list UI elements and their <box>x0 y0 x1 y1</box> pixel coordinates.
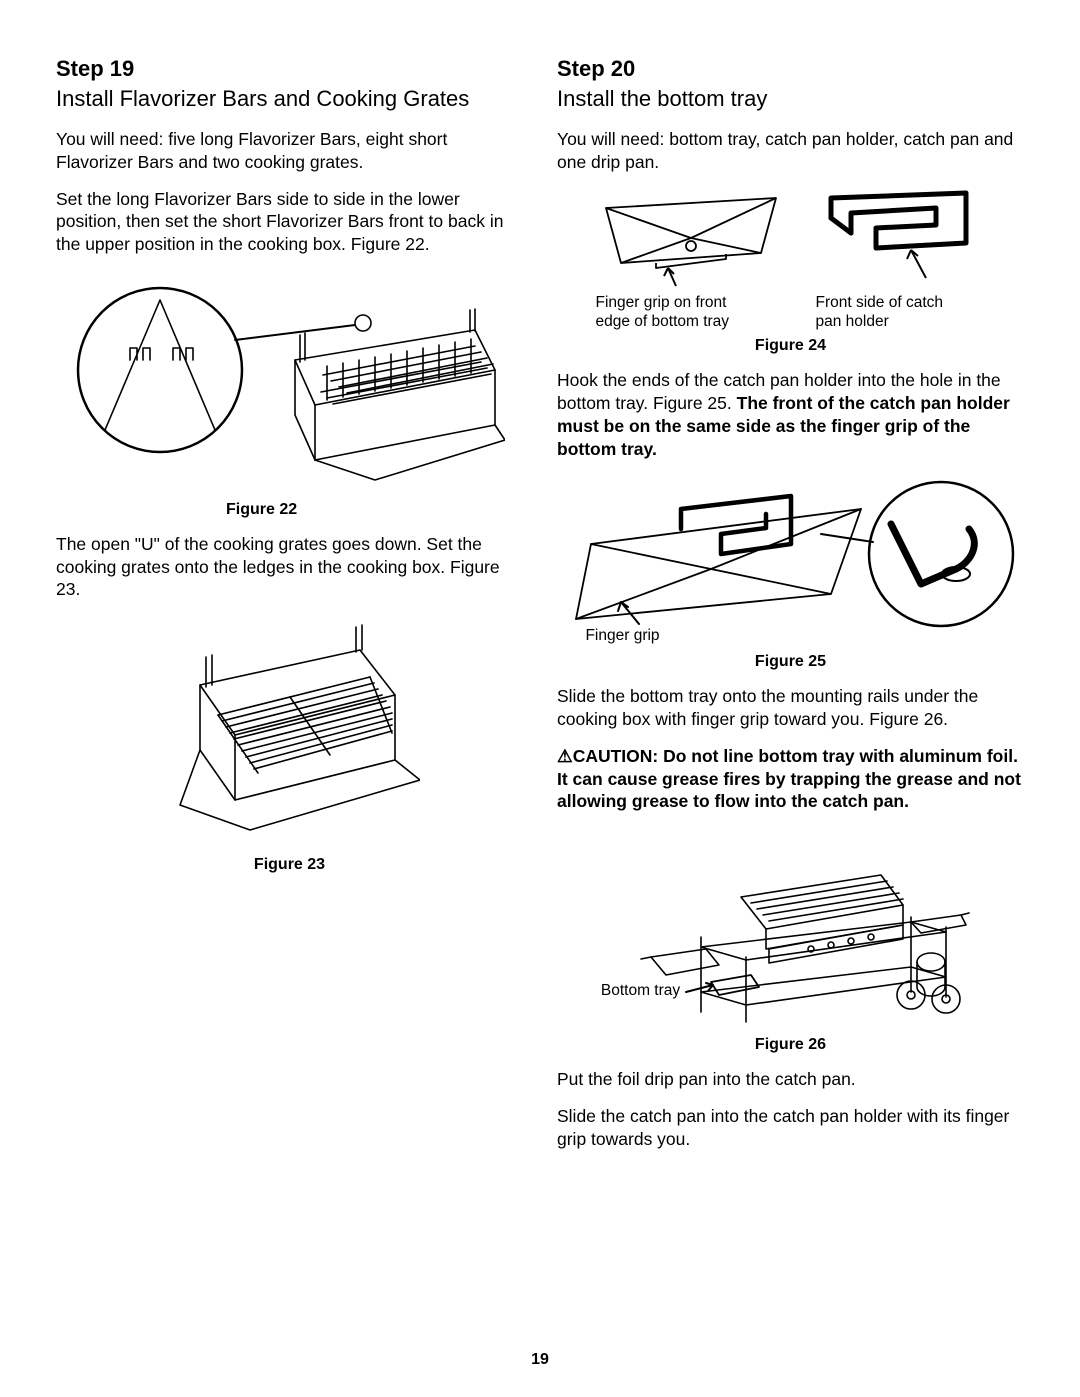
figure22-illustration <box>75 270 505 490</box>
step20-p5: Slide the catch pan into the catch pan h… <box>557 1105 1024 1151</box>
figure23-illustration <box>160 615 420 845</box>
step19-subtitle: Install Flavorizer Bars and Cooking Grat… <box>56 86 523 112</box>
figure24-right: Front side of catch pan holder <box>816 188 986 332</box>
step20-p4: Put the foil drip pan into the catch pan… <box>557 1068 1024 1091</box>
figure24: Finger grip on front edge of bottom tray <box>557 188 1024 356</box>
catch-pan-holder-icon <box>816 188 986 288</box>
figure22-caption: Figure 22 <box>226 501 523 519</box>
figure26: Bottom tray Figure 26 <box>557 827 1024 1054</box>
page-number: 19 <box>0 1351 1080 1369</box>
right-column: Step 20 Install the bottom tray You will… <box>557 56 1024 1164</box>
manual-page: Step 19 Install Flavorizer Bars and Cook… <box>0 0 1080 1397</box>
figure25: Finger grip Figure 25 <box>557 474 1024 671</box>
step20-caution: ⚠CAUTION: Do not line bottom tray with a… <box>557 745 1024 813</box>
figure26-caption: Figure 26 <box>557 1036 1024 1054</box>
figure24-caption: Figure 24 <box>557 337 1024 355</box>
step19-p3: The open "U" of the cooking grates goes … <box>56 533 523 601</box>
two-column-layout: Step 19 Install Flavorizer Bars and Cook… <box>56 56 1024 1164</box>
figure23-caption: Figure 23 <box>56 856 523 874</box>
step20-heading: Step 20 <box>557 56 1024 82</box>
step20-p3: Slide the bottom tray onto the mounting … <box>557 685 1024 731</box>
step20-p2: Hook the ends of the catch pan holder in… <box>557 369 1024 460</box>
figure25-caption: Figure 25 <box>557 653 1024 671</box>
figure24-left-label: Finger grip on front edge of bottom tray <box>596 293 756 332</box>
figure25-illustration <box>561 474 1021 644</box>
figure25-label-text: Finger grip <box>389 627 856 645</box>
figure23: Figure 23 <box>56 615 523 874</box>
figure26-label-text: Bottom tray <box>407 982 874 1000</box>
figure24-left: Finger grip on front edge of bottom tray <box>596 188 786 332</box>
step19-p1: You will need: five long Flavorizer Bars… <box>56 128 523 174</box>
figure22: Figure 22 <box>56 270 523 519</box>
figure24-right-label: Front side of catch pan holder <box>816 293 966 332</box>
step20-subtitle: Install the bottom tray <box>557 86 1024 112</box>
step19-heading: Step 19 <box>56 56 523 82</box>
bottom-tray-icon <box>596 188 786 288</box>
step19-p2: Set the long Flavorizer Bars side to sid… <box>56 188 523 256</box>
step20-p1: You will need: bottom tray, catch pan ho… <box>557 128 1024 174</box>
